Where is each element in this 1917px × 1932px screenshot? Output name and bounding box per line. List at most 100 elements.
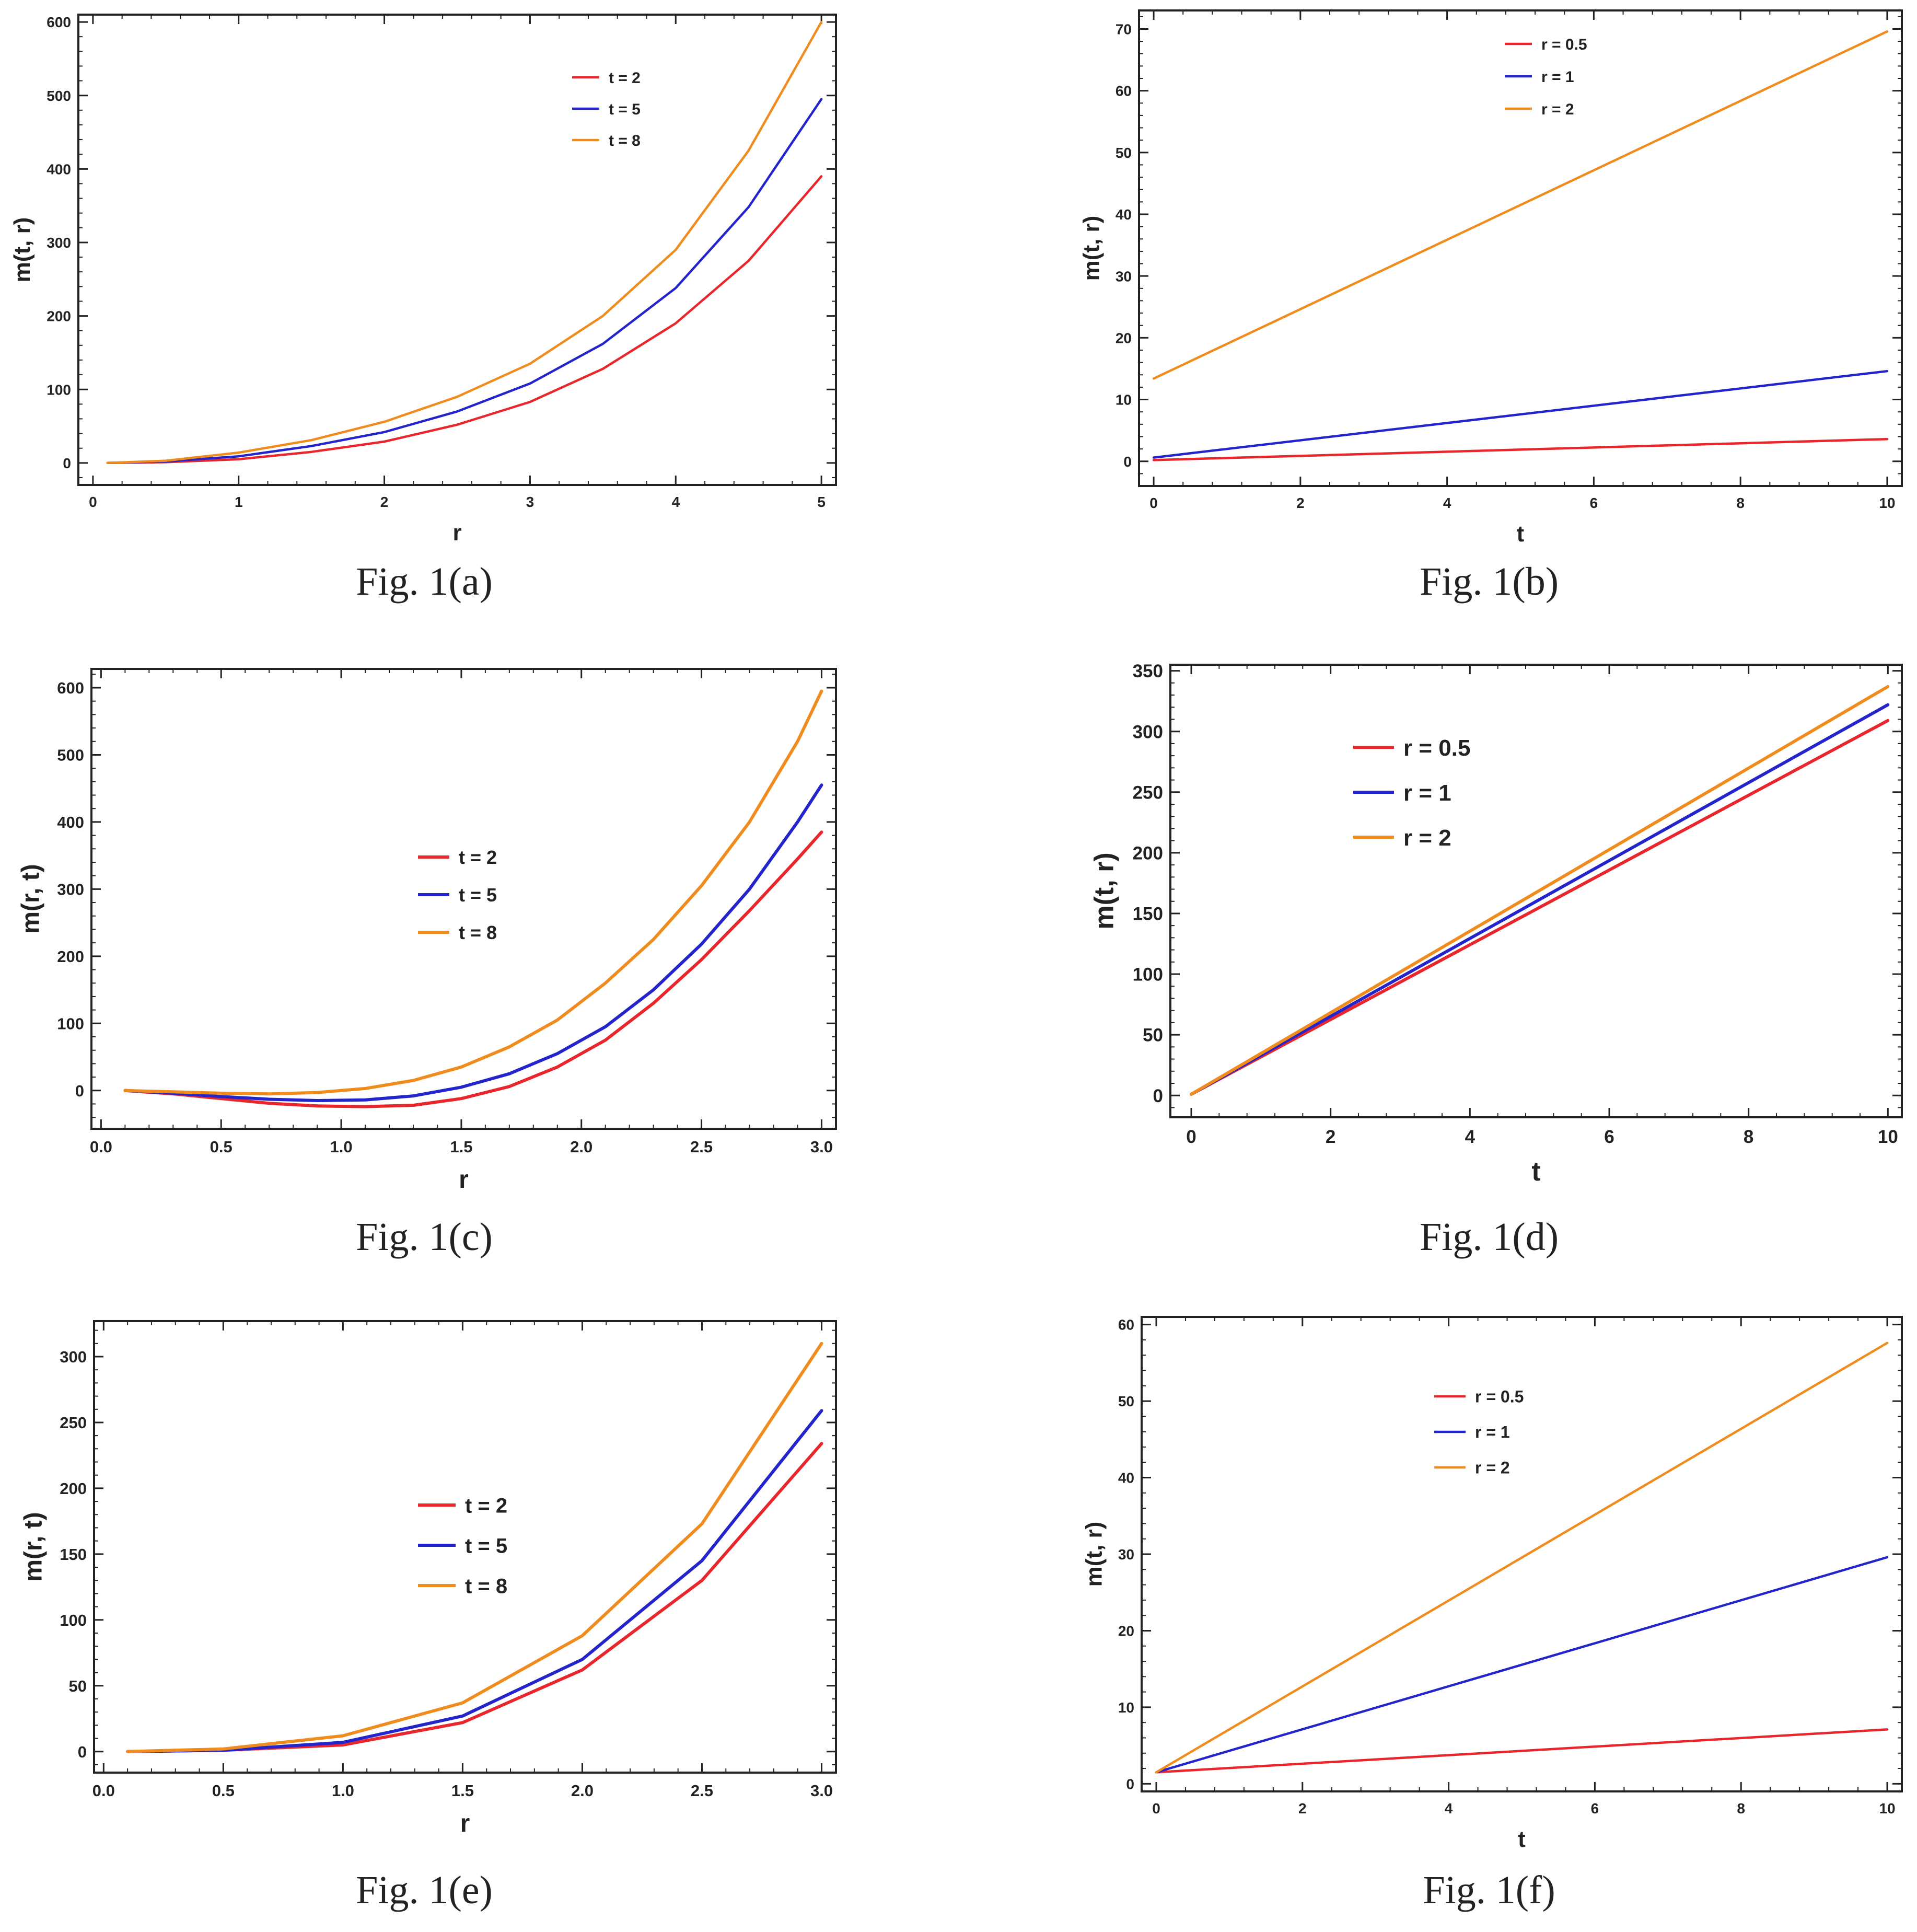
y-axis-label: m(t, r)	[1089, 852, 1120, 929]
y-tick-label: 300	[47, 235, 71, 251]
y-tick-label: 150	[60, 1545, 87, 1564]
x-tick-label: 8	[1736, 495, 1745, 511]
x-tick-label: 10	[1879, 495, 1895, 511]
x-tick-label: 4	[1465, 1127, 1475, 1147]
y-axis-label: m(t, r)	[1078, 216, 1104, 281]
series-line-3	[1190, 685, 1890, 1096]
legend-label: r = 0.5	[1541, 36, 1587, 53]
figure-caption: Fig. 1(c)	[356, 1215, 493, 1259]
figure-caption: Fig. 1(e)	[356, 1868, 493, 1912]
y-tick-label: 600	[47, 14, 71, 30]
x-tick-label: 4	[1443, 495, 1451, 511]
legend: r = 0.5 r = 1 r = 2	[1353, 735, 1470, 851]
x-tick-label: 8	[1737, 1800, 1745, 1817]
plot-frame	[1138, 9, 1903, 487]
y-tick-label: 0	[1123, 454, 1132, 470]
x-tick-label: 2.0	[571, 1781, 594, 1800]
y-tick-label: 200	[60, 1479, 87, 1498]
legend: r = 0.5 r = 1 r = 2	[1505, 36, 1587, 118]
x-tick-label: 2	[1296, 495, 1305, 511]
x-tick-label: 3.0	[810, 1138, 833, 1156]
x-axis-label: r	[460, 1810, 470, 1837]
x-tick-label: 0.5	[212, 1781, 235, 1800]
y-tick-label: 50	[1116, 145, 1132, 161]
series-line-1	[1155, 1728, 1889, 1774]
y-tick-label: 10	[1118, 1699, 1134, 1716]
x-tick-label: 4	[671, 494, 680, 510]
y-tick-label: 300	[60, 1348, 87, 1366]
y-tick-label: 0	[1153, 1086, 1163, 1106]
y-tick-label: 20	[1116, 330, 1132, 346]
series-line-2	[1190, 703, 1890, 1096]
y-tick-label: 70	[1116, 21, 1132, 38]
y-tick-label: 600	[57, 679, 84, 697]
y-tick-label: 50	[1143, 1025, 1163, 1046]
x-tick-label: 0	[1186, 1127, 1196, 1147]
y-tick-label: 30	[1118, 1546, 1134, 1563]
figure-caption: Fig. 1(a)	[356, 560, 493, 604]
series-line-2	[106, 98, 823, 465]
x-tick-label: 1.5	[451, 1781, 474, 1800]
y-tick-label: 400	[47, 161, 71, 177]
y-tick-label: 200	[1133, 843, 1163, 863]
x-tick-label: 1.0	[332, 1781, 354, 1800]
y-tick-label: 50	[69, 1677, 87, 1695]
x-tick-label: 2.5	[690, 1138, 713, 1156]
x-tick-label: 1	[235, 494, 243, 510]
x-tick-label: 2	[1298, 1800, 1307, 1817]
legend-label: r = 2	[1403, 825, 1451, 851]
y-axis-label: m(r, t)	[20, 1512, 48, 1581]
x-tick-label: 3.0	[810, 1781, 833, 1800]
y-tick-label: 500	[47, 88, 71, 104]
x-axis-label: t	[1531, 1156, 1540, 1187]
y-tick-label: 500	[57, 746, 84, 765]
y-tick-label: 50	[1118, 1393, 1134, 1409]
y-axis-label: m(t, r)	[1081, 1522, 1107, 1587]
x-tick-label: 2.0	[570, 1138, 592, 1156]
y-tick-label: 40	[1116, 206, 1132, 223]
legend-label: t = 5	[609, 101, 641, 118]
x-axis-label: r	[452, 520, 461, 546]
legend-label: r = 0.5	[1403, 735, 1470, 761]
plot-frame	[93, 1320, 837, 1774]
y-axis-label: m(r, t)	[17, 864, 45, 933]
legend-label: r = 2	[1541, 101, 1574, 118]
series-line-2	[1152, 369, 1889, 459]
y-tick-label: 300	[57, 881, 84, 899]
x-tick-label: 8	[1744, 1127, 1753, 1147]
x-tick-label: 0.5	[210, 1138, 233, 1156]
x-tick-label: 3	[526, 494, 535, 510]
x-tick-label: 1.0	[330, 1138, 353, 1156]
legend-label: t = 8	[459, 922, 497, 943]
legend-label: r = 1	[1403, 780, 1451, 806]
legend-label: r = 1	[1541, 68, 1574, 86]
legend: t = 2 t = 5 t = 8	[418, 1494, 507, 1598]
y-tick-label: 400	[57, 813, 84, 831]
y-axis-label: m(t, r)	[9, 217, 35, 283]
y-tick-label: 150	[1133, 904, 1163, 924]
legend-label: t = 8	[465, 1575, 507, 1598]
y-tick-label: 30	[1116, 268, 1132, 284]
legend: t = 2 t = 5 t = 8	[572, 70, 641, 149]
y-tick-label: 0	[63, 455, 71, 471]
x-axis-label: r	[459, 1166, 469, 1194]
x-tick-label: 1.5	[450, 1138, 472, 1156]
y-tick-label: 100	[47, 381, 71, 398]
x-tick-label: 0	[89, 494, 97, 510]
y-tick-label: 10	[1116, 392, 1132, 408]
y-tick-label: 60	[1118, 1317, 1134, 1333]
y-tick-label: 200	[47, 308, 71, 325]
legend-label: r = 2	[1475, 1459, 1510, 1477]
series-line-3	[1152, 30, 1889, 380]
y-tick-label: 200	[57, 947, 84, 966]
legend-label: t = 8	[609, 132, 641, 149]
y-tick-label: 0	[78, 1743, 87, 1761]
series-line-1	[106, 175, 823, 465]
x-tick-label: 2.5	[691, 1781, 713, 1800]
x-axis-label: t	[1518, 1826, 1526, 1852]
y-tick-label: 0	[75, 1082, 84, 1100]
legend-label: t = 5	[465, 1534, 507, 1557]
